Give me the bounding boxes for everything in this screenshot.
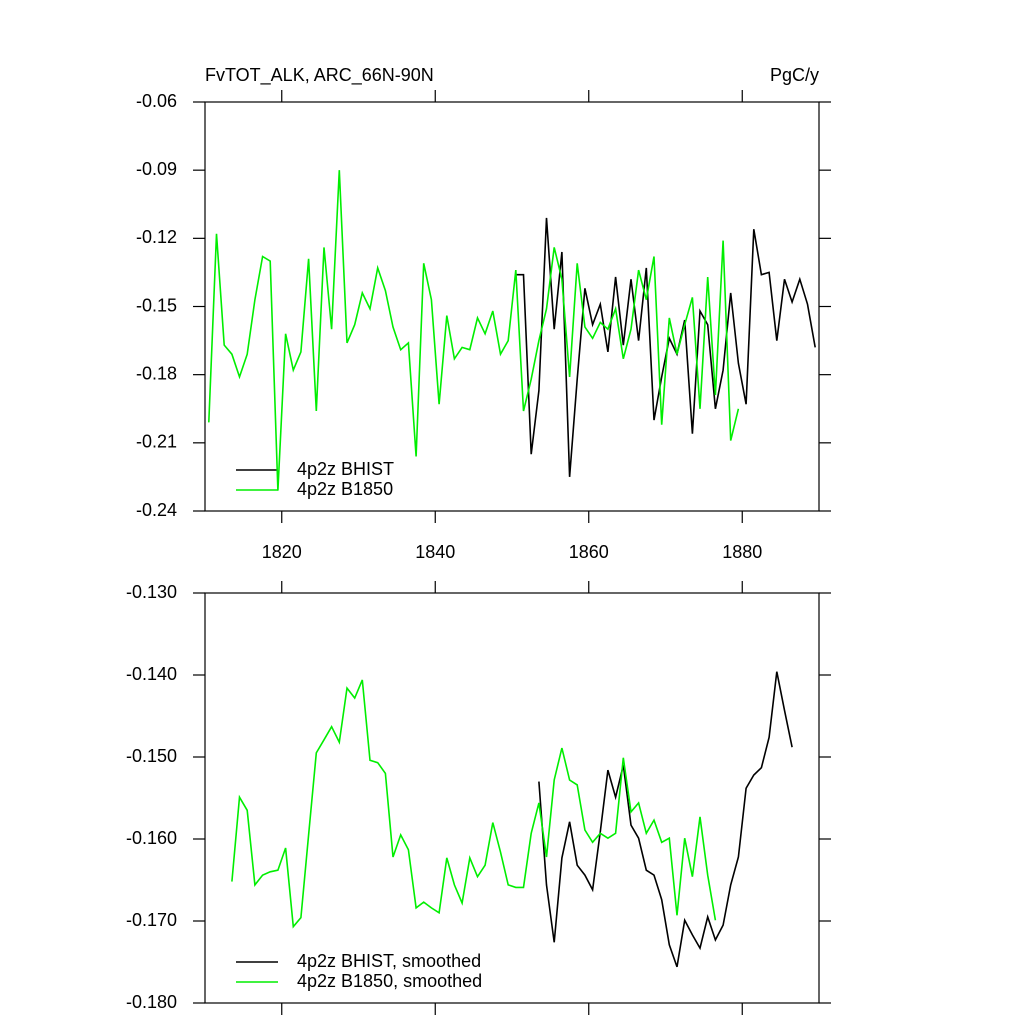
- y-tick-label: -0.150: [126, 746, 177, 766]
- x-tick-label: 1820: [262, 542, 302, 562]
- series-line: [208, 170, 740, 491]
- series-line: [538, 671, 793, 968]
- x-tick-label: 1860: [569, 542, 609, 562]
- x-tick-label: 1880: [722, 542, 762, 562]
- y-tick-label: -0.21: [136, 432, 177, 452]
- units-label: PgC/y: [770, 65, 819, 85]
- y-tick-label: -0.160: [126, 828, 177, 848]
- series-line: [515, 217, 816, 477]
- y-tick-label: -0.18: [136, 363, 177, 383]
- y-tick-label: -0.180: [126, 992, 177, 1012]
- chart-title: FvTOT_ALK, ARC_66N-90N: [205, 65, 434, 86]
- y-tick-label: -0.09: [136, 159, 177, 179]
- y-tick-label: -0.06: [136, 91, 177, 111]
- y-tick-label: -0.15: [136, 295, 177, 315]
- legend-label: 4p2z BHIST: [297, 459, 394, 479]
- series-line: [231, 679, 717, 929]
- x-tick-label: 1840: [415, 542, 455, 562]
- y-tick-label: -0.140: [126, 664, 177, 684]
- y-tick-label: -0.12: [136, 227, 177, 247]
- y-tick-label: -0.130: [126, 582, 177, 602]
- legend-label: 4p2z B1850: [297, 479, 393, 499]
- y-tick-label: -0.170: [126, 910, 177, 930]
- plot-frame: [204, 592, 820, 1004]
- legend-label: 4p2z B1850, smoothed: [297, 971, 482, 991]
- y-tick-label: -0.24: [136, 500, 177, 520]
- legend-label: 4p2z BHIST, smoothed: [297, 951, 481, 971]
